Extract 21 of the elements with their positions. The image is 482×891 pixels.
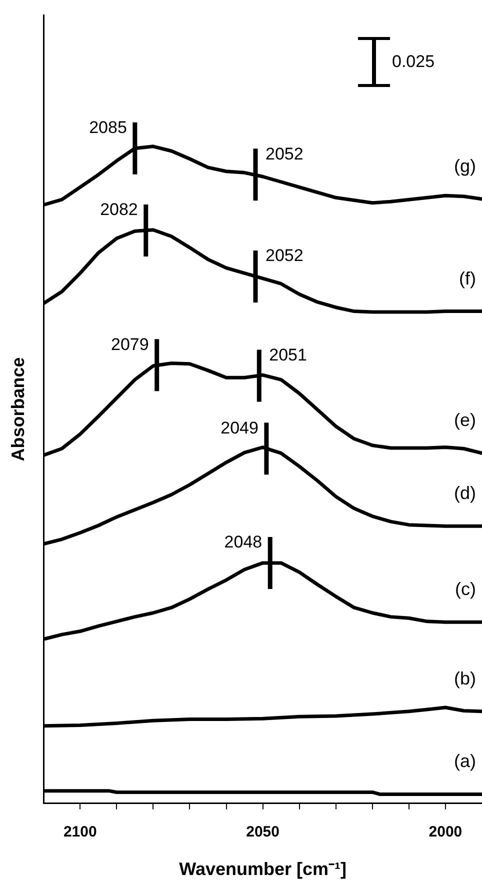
x-tick-label: 2050	[246, 824, 280, 841]
annotation: 2048	[224, 532, 262, 552]
annotation: 2052	[265, 246, 304, 266]
series-label: (e)	[454, 410, 476, 430]
text: 0.025	[392, 52, 435, 72]
series-label: (c)	[455, 579, 476, 600]
annotation: 2052	[265, 144, 304, 164]
annotation: 2049	[220, 418, 258, 438]
series-label: (f)	[459, 268, 476, 288]
x-tick-label: 2100	[63, 824, 97, 841]
annotation: 2082	[100, 200, 138, 220]
x-tick-label: 2000	[428, 824, 462, 841]
y-axis-title: Absorbance	[8, 357, 28, 462]
annotation: 2085	[89, 118, 127, 138]
series-label: (a)	[454, 751, 476, 772]
annotation: 2079	[111, 334, 149, 354]
x-axis-title: Wavenumber [cm⁻¹]	[179, 859, 346, 880]
series-label: (b)	[454, 668, 476, 688]
series-label: (g)	[454, 156, 476, 176]
annotation: 2051	[269, 345, 307, 364]
series-label: (d)	[454, 483, 476, 504]
